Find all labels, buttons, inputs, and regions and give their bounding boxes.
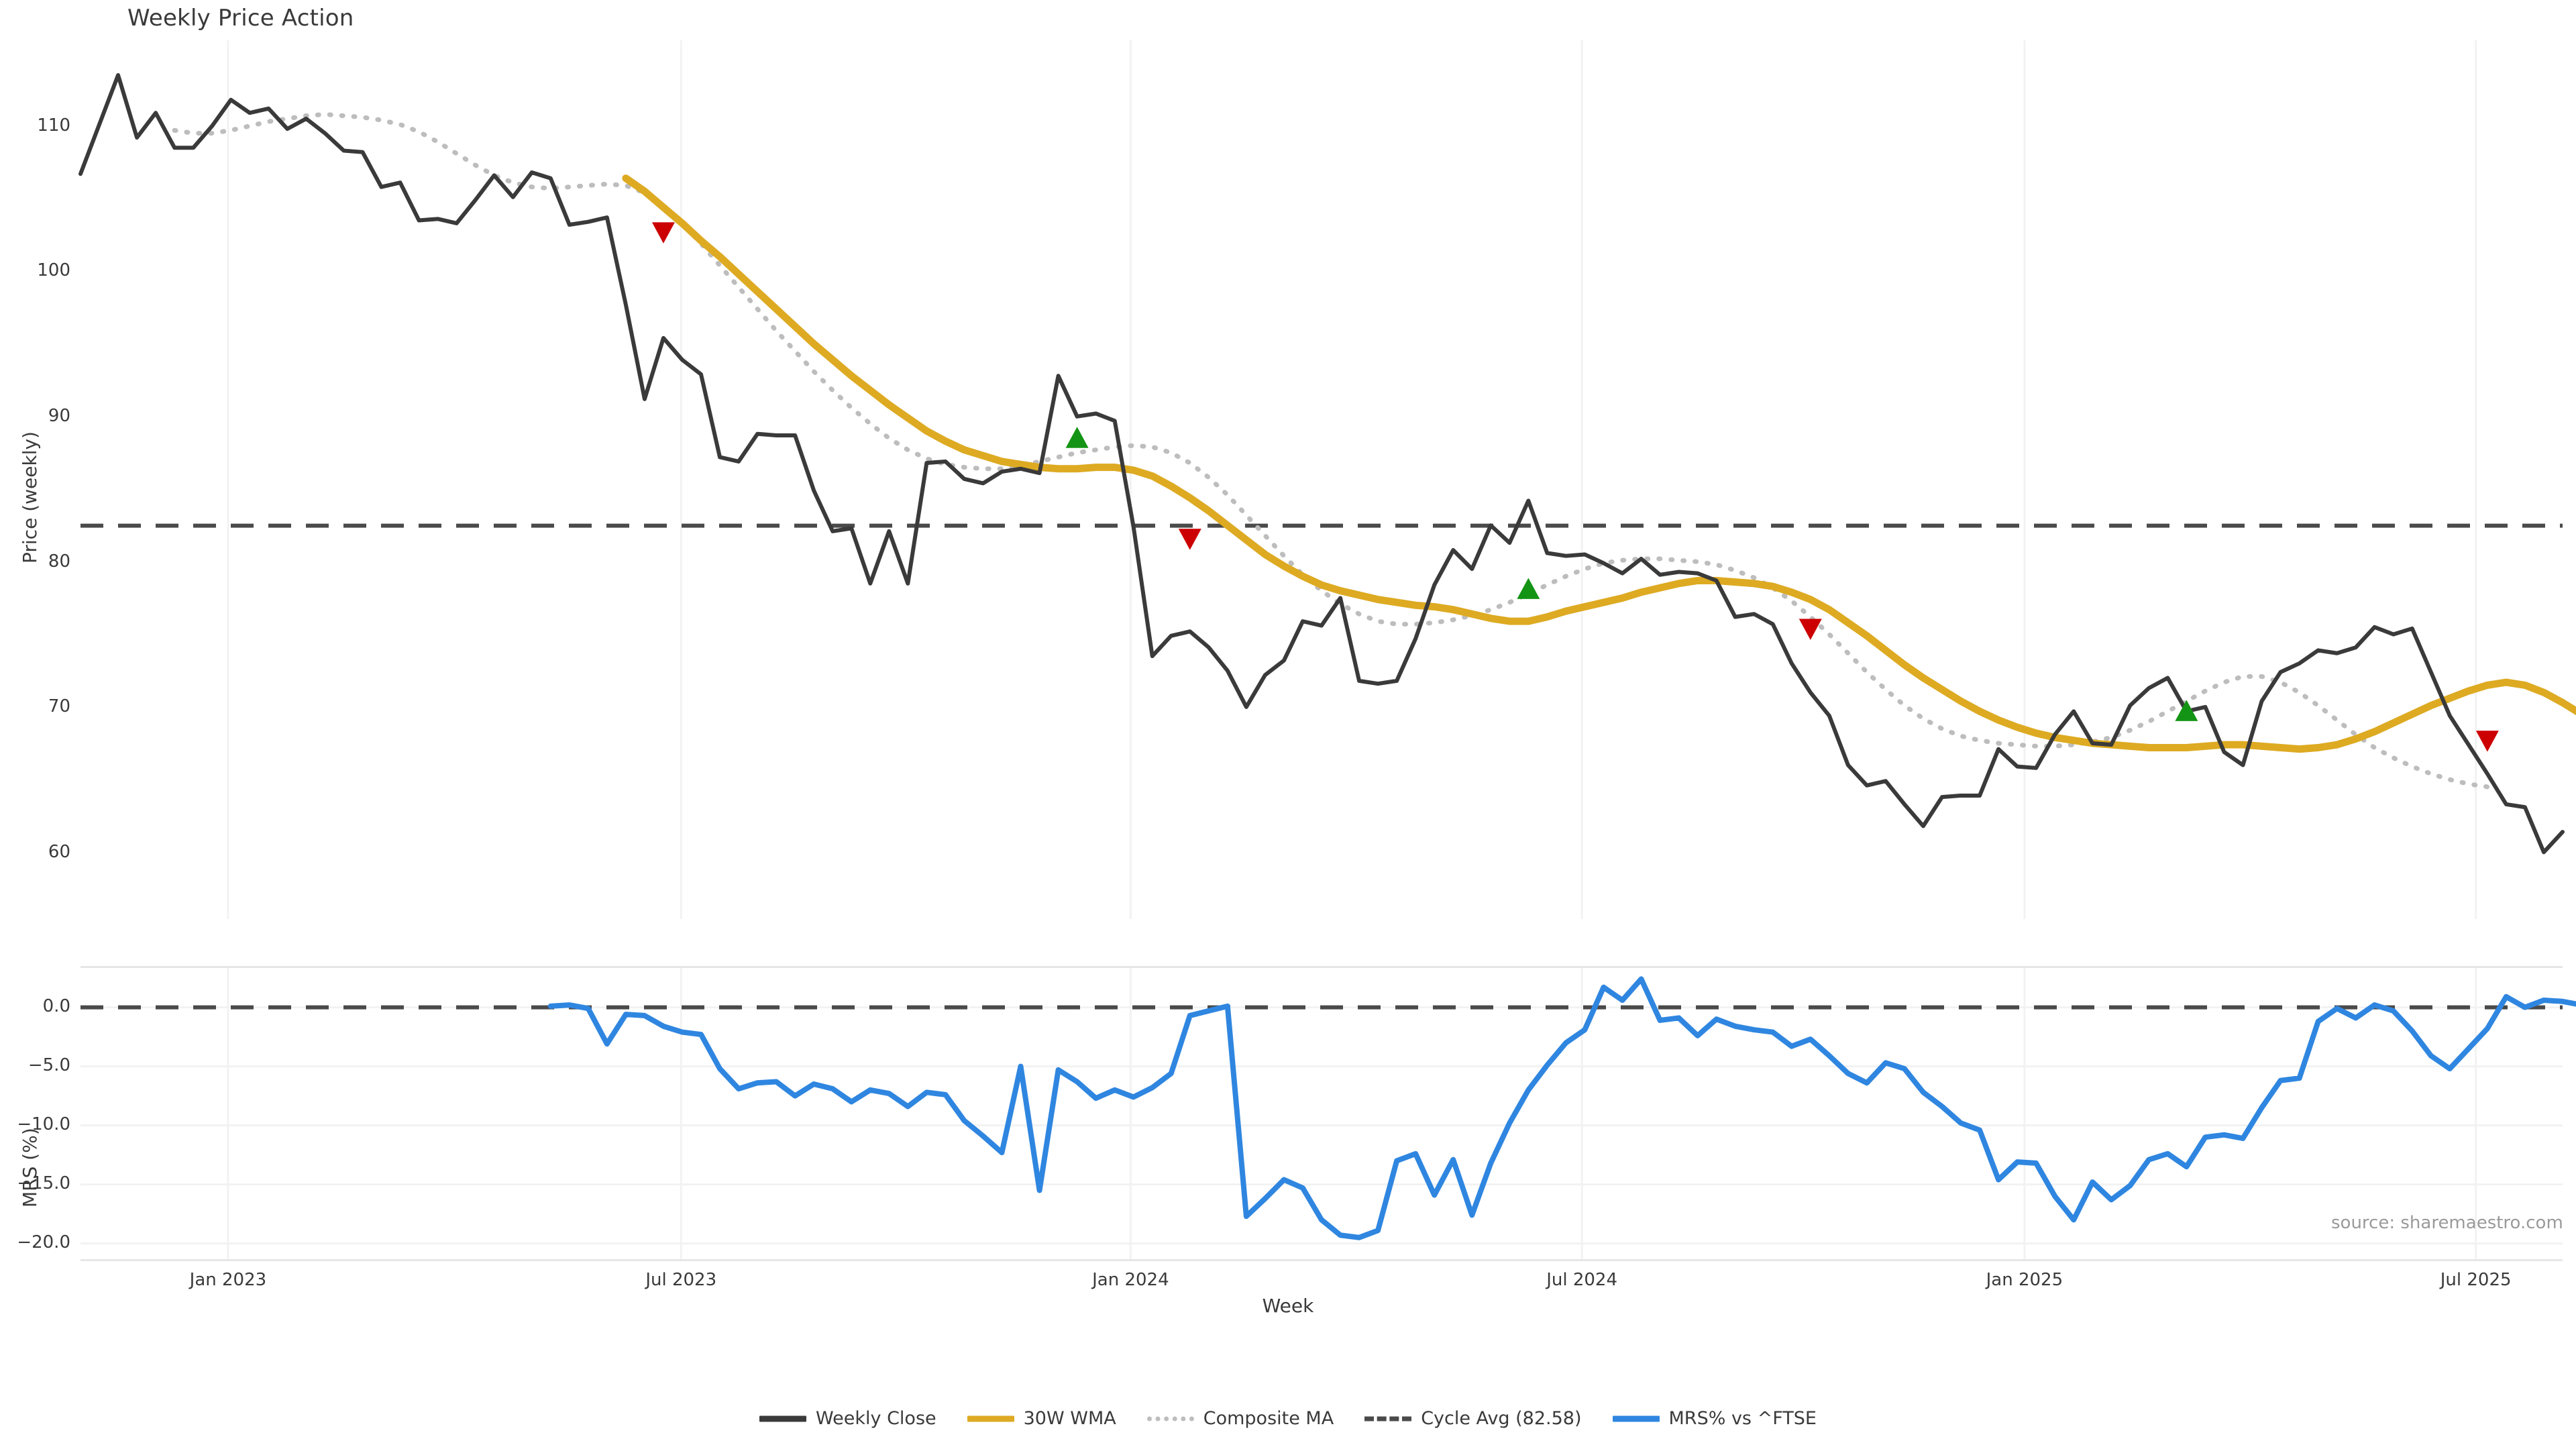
legend-weekly-close[interactable]: Weekly Close [759,1408,936,1429]
x-tick-jan-2025: Jan 2025 [1986,1270,2063,1290]
x-axis-label: Week [1262,1295,1314,1317]
mrs-ytick-2: −10.0 [17,1114,70,1134]
price-ytick-100: 100 [37,260,70,281]
legend-30w-wma-label: 30W WMA [1023,1408,1116,1429]
price-chart-panel [78,40,2576,919]
legend-cycle-avg-label: Cycle Avg (82.58) [1421,1408,1582,1429]
price-plot-area [78,40,2576,919]
mrs-ytick-4: −20.0 [17,1232,70,1252]
mrs-plot-area [80,966,2576,1261]
sell-marker-0 [651,222,675,244]
page-title: Weekly Price Action [127,5,354,32]
legend-mrs-label: MRS% vs ^FTSE [1668,1408,1817,1429]
legend-mrs[interactable]: MRS% vs ^FTSE [1612,1408,1817,1429]
legend-composite-ma[interactable]: Composite MA [1146,1408,1334,1429]
buy-marker-3 [1517,578,1540,599]
price-ytick-60: 60 [48,841,70,862]
buy-marker-5 [2175,700,2198,721]
buy-marker-1 [1065,427,1089,448]
price-ytick-110: 110 [37,115,70,136]
mrs-line [547,976,2576,1240]
price-ytick-90: 90 [48,405,70,426]
legend-30w-wma[interactable]: 30W WMA [967,1408,1116,1429]
source-watermark: source: sharemaestro.com [2331,1213,2563,1233]
legend-composite-ma-label: Composite MA [1203,1408,1334,1429]
x-tick-jul-2023: Jul 2023 [645,1270,717,1290]
legend-weekly-close-swatch-icon [759,1411,807,1426]
mrs-chart-panel [80,966,2576,1261]
price-y-axis-label: Price (weekly) [19,431,41,564]
legend-composite-ma-swatch-icon [1146,1411,1194,1426]
price-ytick-80: 80 [48,551,70,572]
sell-marker-2 [1178,529,1201,550]
legend-cycle-avg[interactable]: Cycle Avg (82.58) [1364,1408,1582,1429]
x-tick-jul-2024: Jul 2024 [1546,1270,1618,1290]
sell-marker-4 [1799,619,1822,640]
sell-marker-6 [2475,731,2499,752]
mrs-ytick-0: 0.0 [42,996,70,1016]
composite-ma-line [172,111,2490,790]
mrs-y-axis-label: MRS (%) [19,1128,41,1208]
legend-30w-wma-swatch-icon [967,1411,1014,1426]
mrs-ytick-1: −5.0 [28,1055,70,1075]
chart-legend: Weekly Close 30W WMA Composite MA Cycle Avg… [0,1408,2576,1429]
weekly-close-line [78,72,2565,855]
x-tick-jan-2023: Jan 2023 [189,1270,267,1290]
legend-cycle-avg-swatch-icon [1364,1411,1412,1426]
legend-mrs-swatch-icon [1612,1411,1660,1426]
mrs-ytick-3: −15.0 [17,1173,70,1193]
wma30-line [622,174,2576,753]
legend-weekly-close-label: Weekly Close [816,1408,936,1429]
x-tick-jan-2024: Jan 2024 [1092,1270,1169,1290]
price-ytick-70: 70 [48,696,70,717]
x-tick-jul-2025: Jul 2025 [2440,1270,2512,1290]
